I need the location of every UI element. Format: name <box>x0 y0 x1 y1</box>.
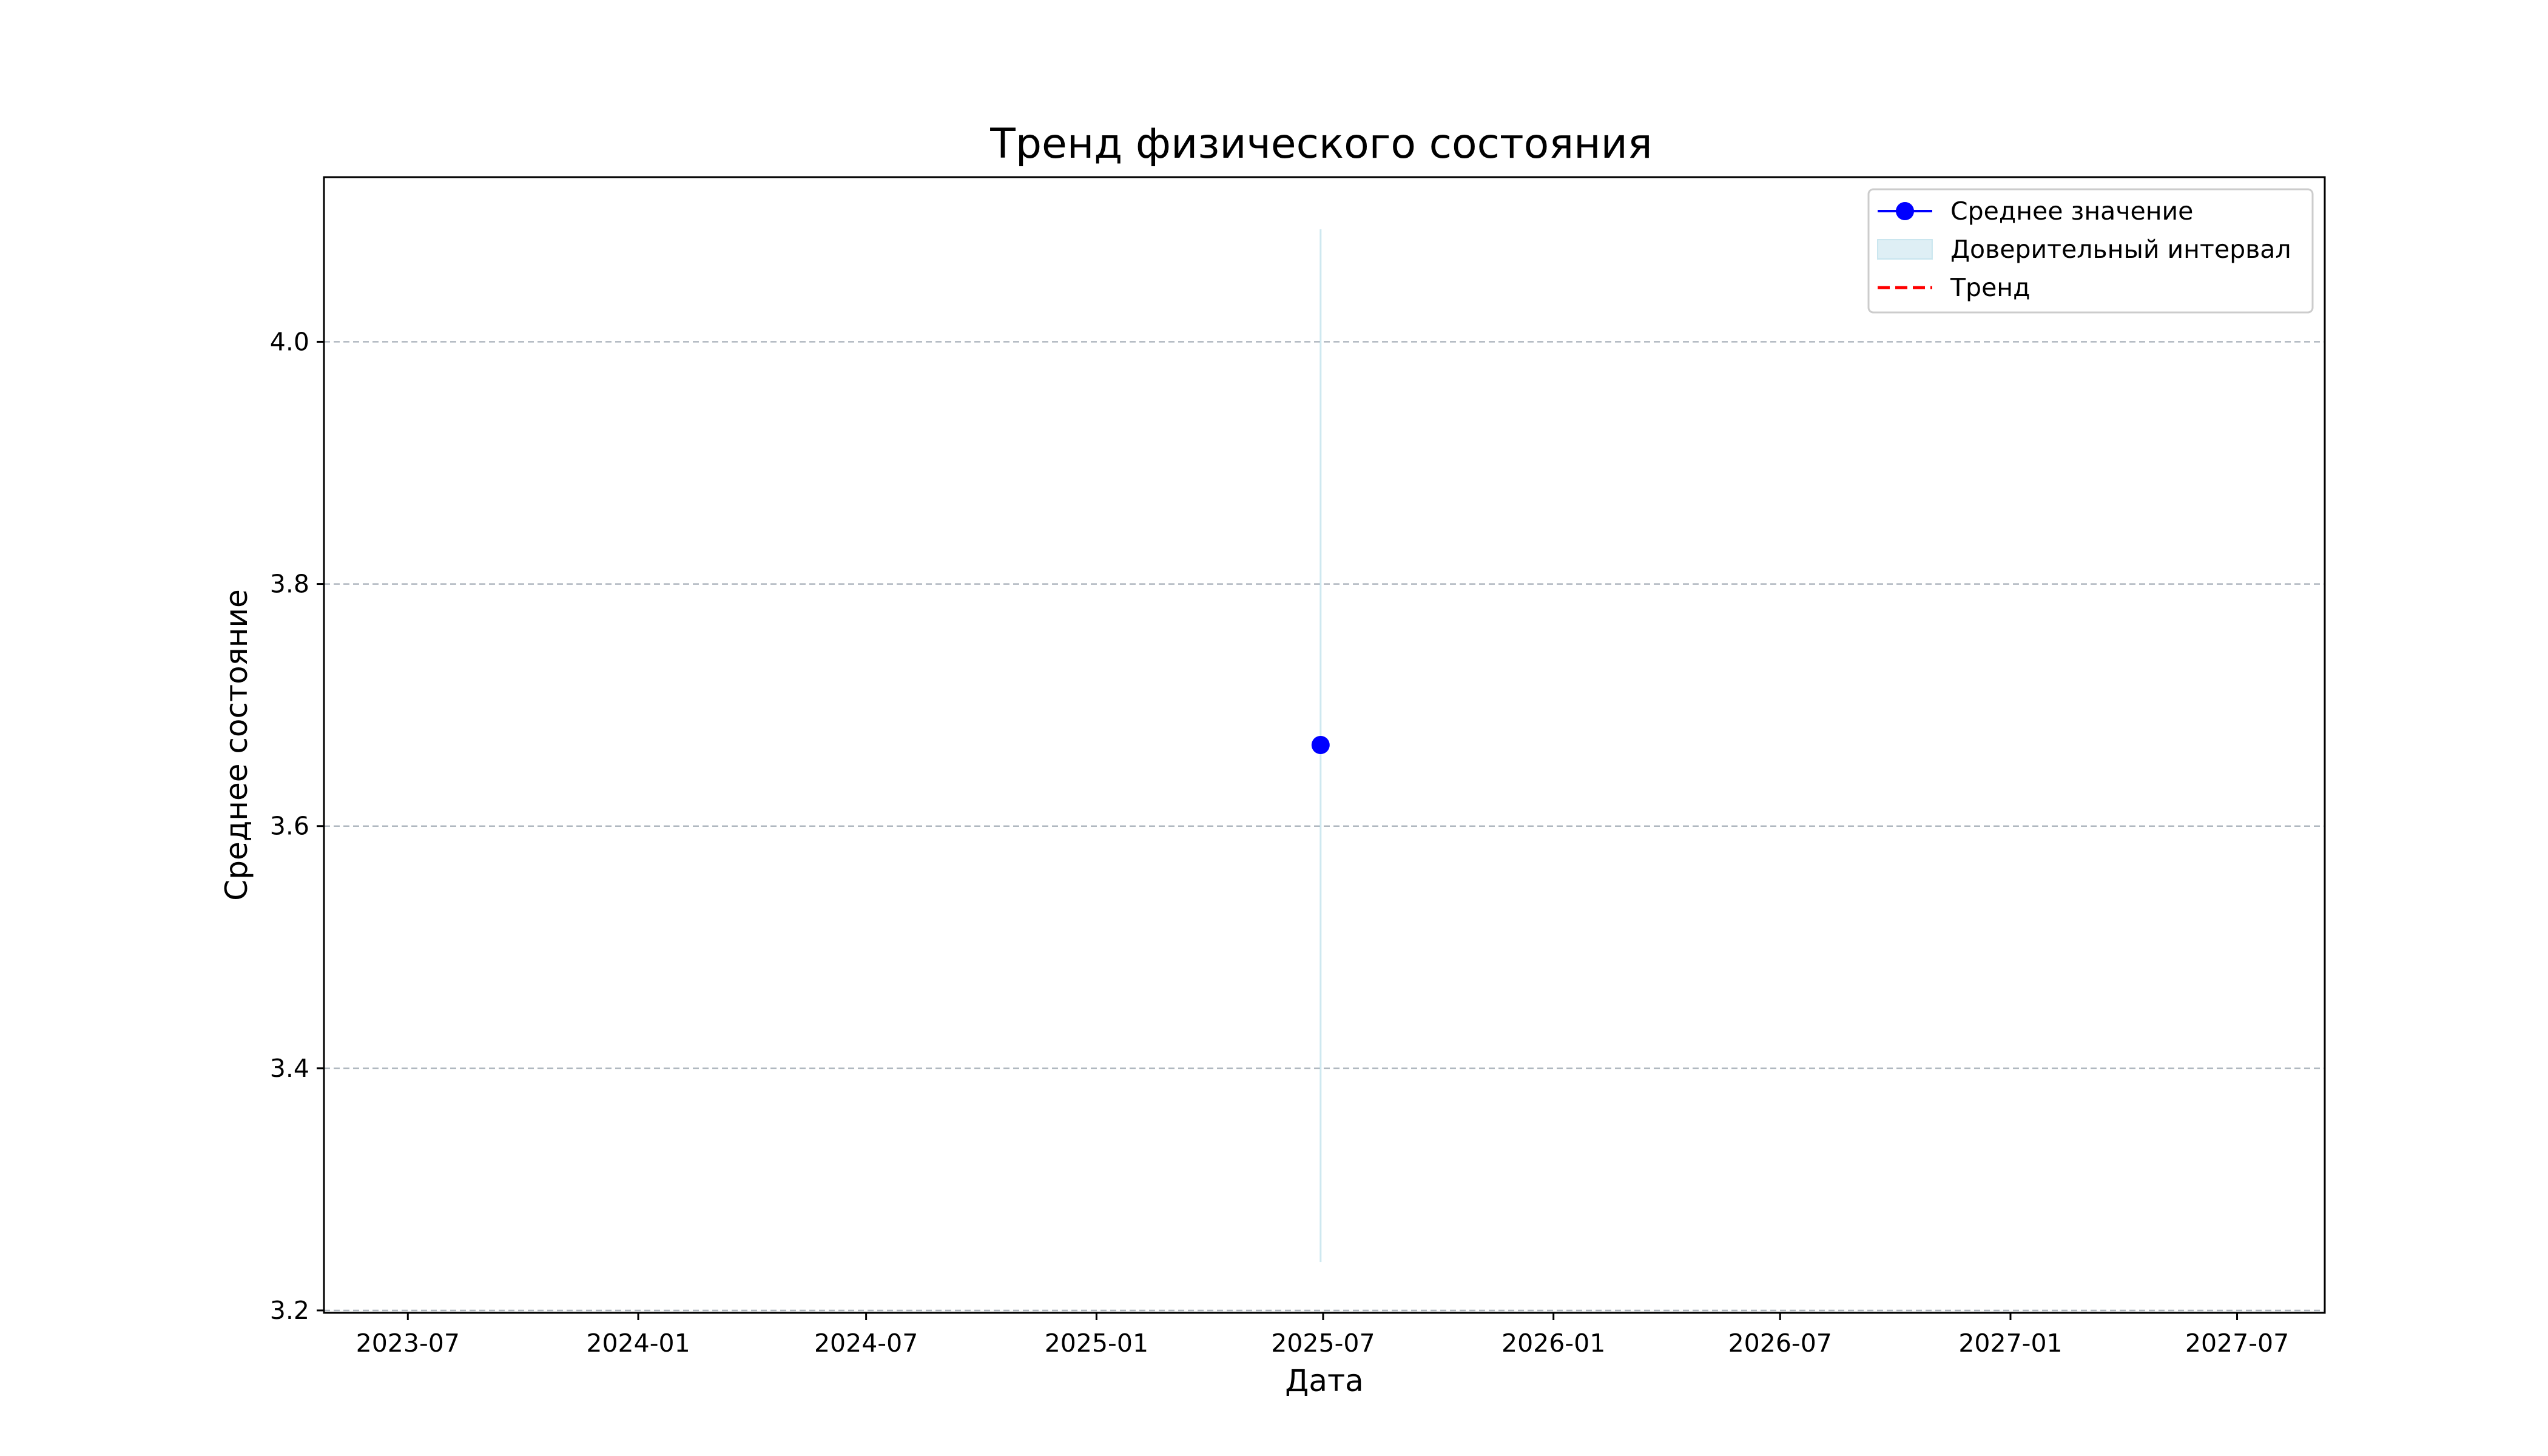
legend-band-label: Доверительный интервал <box>1950 235 2291 264</box>
legend-mean-marker <box>1896 202 1914 220</box>
x-tick-label: 2027-07 <box>2185 1329 2289 1358</box>
x-axis: 2023-07 2024-01 2024-07 2025-01 2025-07 2026-… <box>356 1313 2289 1358</box>
legend-frame <box>1867 188 2314 314</box>
mean-series <box>1311 736 1330 754</box>
y-tick-label: 4.0 <box>270 327 309 356</box>
x-tick-label: 2025-07 <box>1271 1329 1375 1358</box>
x-tick-label: 2024-01 <box>586 1329 690 1358</box>
x-axis-label: Дата <box>1285 1363 1363 1398</box>
x-tick-label: 2026-07 <box>1728 1329 1832 1358</box>
mean-point <box>1311 736 1330 754</box>
legend-mean-label: Среднее значение <box>1950 197 2193 226</box>
y-grid <box>324 341 2325 1312</box>
plot-frame <box>323 176 2326 1314</box>
y-axis: 3.2 3.4 3.6 3.8 4.0 <box>270 327 324 1325</box>
y-tick-label: 3.4 <box>270 1054 309 1083</box>
chart-title: Тренд физического состояния <box>989 120 1652 168</box>
legend-band-swatch <box>1877 239 1933 260</box>
y-tick-label: 3.8 <box>270 570 309 599</box>
x-tick-label: 2025-01 <box>1045 1329 1148 1358</box>
x-tick-label: 2026-01 <box>1502 1329 1605 1358</box>
x-tick-label: 2024-07 <box>814 1329 918 1358</box>
x-tick-label: 2023-07 <box>356 1329 460 1358</box>
y-tick-label: 3.6 <box>270 812 309 841</box>
legend: Среднее значение Доверительный интервал … <box>1867 188 2314 314</box>
legend-trend-label: Тренд <box>1950 273 2030 302</box>
y-tick-label: 3.2 <box>270 1296 309 1325</box>
y-axis-label: Среднее состояние <box>219 589 254 900</box>
x-tick-label: 2027-01 <box>1958 1329 2062 1358</box>
